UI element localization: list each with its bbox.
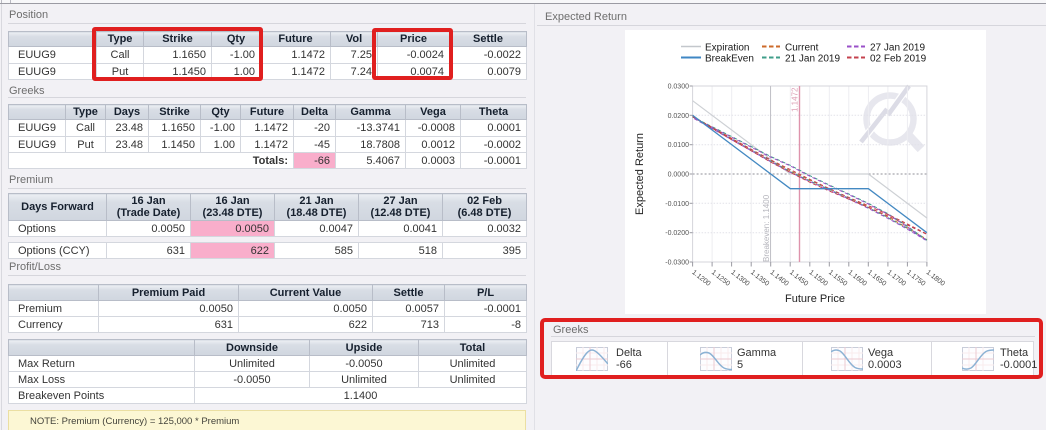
svg-text:1.1600: 1.1600 [847, 269, 868, 288]
svg-text:Expiration: Expiration [705, 43, 749, 54]
svg-text:1.1700: 1.1700 [886, 269, 907, 288]
svg-text:0.0200: 0.0200 [668, 113, 690, 120]
svg-text:1.1300: 1.1300 [729, 269, 750, 288]
svg-text:1.1250: 1.1250 [710, 269, 731, 288]
svg-text:BreakEven: BreakEven [705, 54, 754, 65]
svg-text:27 Jan 2019: 27 Jan 2019 [870, 43, 925, 54]
svg-text:-0.0300: -0.0300 [665, 260, 689, 267]
svg-text:1.1750: 1.1750 [905, 269, 926, 288]
svg-text:1.1650: 1.1650 [866, 269, 887, 288]
svg-text:Expected Return: Expected Return [634, 133, 646, 215]
svg-text:21 Jan 2019: 21 Jan 2019 [785, 54, 840, 65]
svg-text:0.0300: 0.0300 [668, 84, 690, 91]
svg-text:Breakeven: 1.1400: Breakeven: 1.1400 [762, 194, 771, 262]
svg-text:1.1200: 1.1200 [690, 269, 711, 288]
svg-text:Current: Current [785, 43, 819, 54]
svg-text:1.1550: 1.1550 [827, 269, 848, 288]
svg-text:1.1450: 1.1450 [788, 269, 809, 288]
svg-text:1.1350: 1.1350 [749, 269, 770, 288]
svg-text:02 Feb 2019: 02 Feb 2019 [870, 54, 927, 65]
svg-text:0.0000: 0.0000 [668, 172, 690, 179]
svg-text:1.1400: 1.1400 [768, 269, 789, 288]
svg-text:Future Price: Future Price [785, 293, 845, 305]
svg-text:0.0100: 0.0100 [668, 142, 690, 149]
svg-text:1.1472: 1.1472 [791, 87, 800, 112]
svg-text:1.1500: 1.1500 [808, 269, 829, 288]
svg-text:-0.0100: -0.0100 [665, 201, 689, 208]
svg-text:1.1800: 1.1800 [925, 269, 946, 288]
svg-text:-0.0200: -0.0200 [665, 230, 689, 237]
